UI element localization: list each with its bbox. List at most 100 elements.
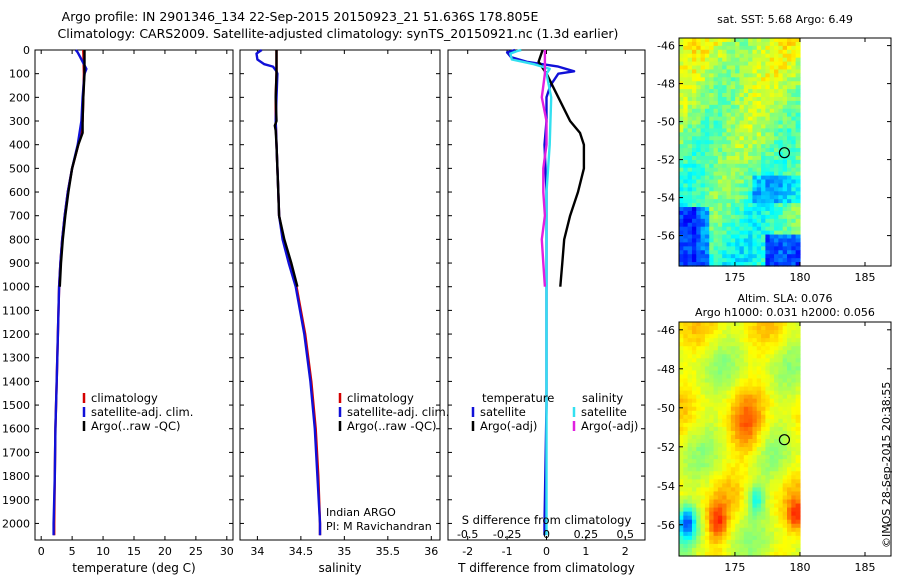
map-cell (787, 378, 792, 384)
map-cell (713, 467, 719, 472)
map-cell (730, 451, 736, 456)
map-cell (765, 455, 771, 460)
map-cell (761, 390, 766, 396)
map-cell (691, 163, 697, 169)
map-cell (691, 171, 697, 177)
map-cell (739, 191, 745, 196)
map-cell (774, 406, 779, 412)
map-cell (752, 159, 758, 165)
map-cell (704, 163, 710, 169)
map-cell (722, 418, 728, 424)
map-cell (726, 358, 732, 363)
map-cell (726, 346, 732, 351)
map-cell (691, 238, 697, 244)
map-cell (730, 390, 736, 396)
map-cell (722, 148, 728, 153)
map-cell (717, 242, 723, 247)
map-cell (722, 183, 728, 188)
map-cell (791, 322, 797, 327)
map-cell (679, 467, 684, 472)
map-cell (717, 455, 723, 460)
map-cell (696, 108, 702, 114)
map-cell (774, 443, 779, 448)
map-cell (709, 230, 715, 236)
map-cell (778, 539, 784, 545)
map-cell (765, 471, 771, 476)
map-cell (739, 73, 745, 78)
map-cell (683, 495, 689, 501)
map-cell (730, 199, 736, 204)
map-cell (696, 112, 702, 118)
map-cell (756, 81, 762, 86)
map-cell (752, 155, 758, 161)
map-cell (709, 254, 715, 259)
map-cell (774, 511, 779, 517)
map-cell (756, 69, 762, 74)
y-tick-label: 1900 (2, 494, 30, 507)
map-cell (735, 191, 741, 196)
map-cell (722, 128, 728, 133)
map-cell (739, 108, 745, 114)
map-cell (756, 112, 762, 118)
map-cell (700, 410, 706, 416)
map-cell (704, 140, 710, 145)
map-cell (739, 218, 745, 224)
map-cell (700, 523, 706, 529)
map-cell (717, 183, 723, 188)
map-cell (765, 350, 771, 355)
map-cell (691, 491, 697, 497)
map-cell (761, 414, 766, 420)
map-cell (791, 382, 797, 388)
map-cell (700, 398, 706, 404)
map-cell (735, 155, 741, 161)
map-cell (743, 543, 749, 549)
map-cell (722, 523, 728, 529)
map-cell (730, 65, 736, 71)
map-cell (743, 354, 749, 359)
map-cell (726, 547, 732, 553)
map-cell (687, 398, 693, 404)
map-cell (769, 350, 775, 355)
map-cell (683, 195, 689, 200)
map-cell (722, 171, 728, 177)
map-cell (739, 93, 745, 98)
map-cell (756, 183, 762, 188)
map-cell (765, 422, 771, 428)
map-cell (730, 234, 736, 240)
map-cell (730, 207, 736, 212)
map-cell (748, 378, 754, 384)
map-cell (782, 499, 788, 505)
map-cell (739, 258, 745, 263)
map-cell (756, 218, 762, 224)
map-cell (748, 61, 754, 67)
map-cell (726, 120, 732, 126)
map-cell (691, 120, 697, 126)
map-cell (696, 104, 702, 110)
map-cell (726, 179, 732, 185)
map-cell (713, 402, 719, 408)
map-cell (735, 258, 741, 263)
map-cell (774, 434, 779, 440)
map-cell (713, 152, 719, 157)
map-cell (778, 374, 784, 380)
map-cell (700, 214, 706, 220)
map-cell (774, 175, 779, 181)
map-cell (713, 483, 719, 489)
map-cell (713, 183, 719, 188)
map-cell (791, 434, 797, 440)
map-cell (787, 65, 792, 71)
map-cell (748, 214, 754, 220)
map-cell (743, 487, 749, 493)
map-cell (704, 354, 710, 359)
map-cell (704, 334, 710, 339)
map-cell (687, 242, 693, 247)
map-cell (735, 57, 741, 63)
map-cell (778, 152, 784, 157)
map-cell (713, 163, 719, 169)
map-cell (761, 354, 766, 359)
map-cell (700, 254, 706, 259)
map-cell (787, 354, 792, 359)
map-cell (782, 108, 788, 114)
map-cell (726, 218, 732, 224)
